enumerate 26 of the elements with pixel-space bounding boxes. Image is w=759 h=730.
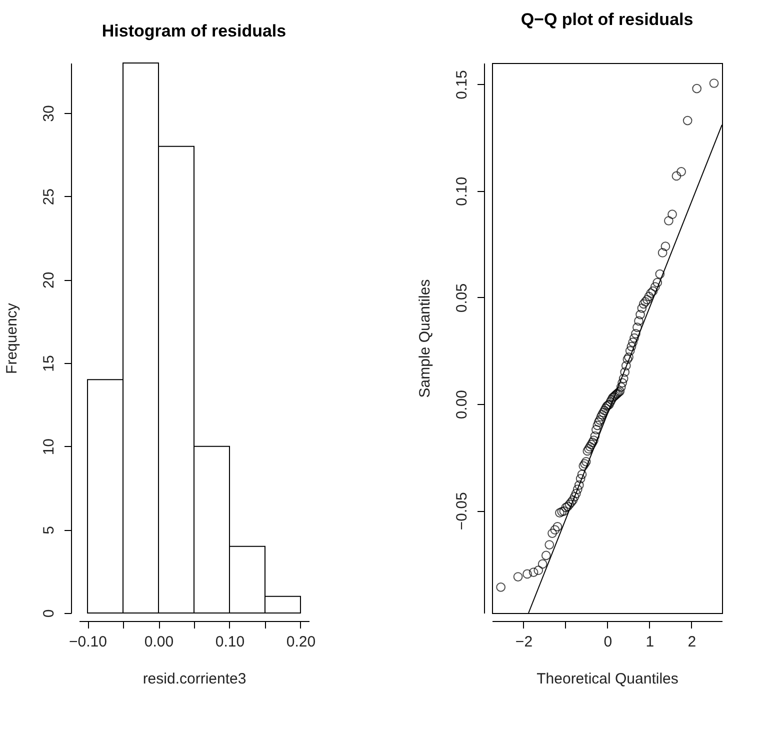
x-axis-title: Theoretical Quantiles [536,670,678,688]
y-tick-label: 10 [40,438,58,456]
x-tick-label: 0.00 [144,634,174,650]
y-tick-label: 30 [40,105,58,122]
y-tick-label: 0 [40,609,58,618]
y-tick-label: 0.10 [454,176,470,206]
x-tick-label: 2 [688,634,696,650]
x-tick-label: −0.10 [69,634,108,650]
y-tick-label: 0.15 [454,70,470,100]
y-tick-label: 0.05 [454,283,470,313]
y-tick-label: 25 [40,188,58,206]
x-tick-label: 1 [646,634,654,650]
y-tick-label: 5 [40,526,58,534]
y-tick-label: 0.00 [454,390,470,420]
x-tick-label: 0 [604,634,612,650]
y-axis-title: Frequency [4,302,20,374]
y-tick-label: −0.05 [454,492,470,530]
chart-title: Histogram of residuals [102,22,286,40]
y-tick-label: 20 [40,272,58,289]
x-axis-title: resid.corriente3 [142,670,246,688]
chart-title: Q−Q plot of residuals [520,10,694,29]
y-tick-label: 15 [40,355,58,372]
x-tick-label: −2 [515,634,533,650]
x-tick-label: 0.20 [286,634,316,650]
y-axis-title: Sample Quantiles [416,279,434,398]
x-tick-label: 0.10 [215,634,245,650]
